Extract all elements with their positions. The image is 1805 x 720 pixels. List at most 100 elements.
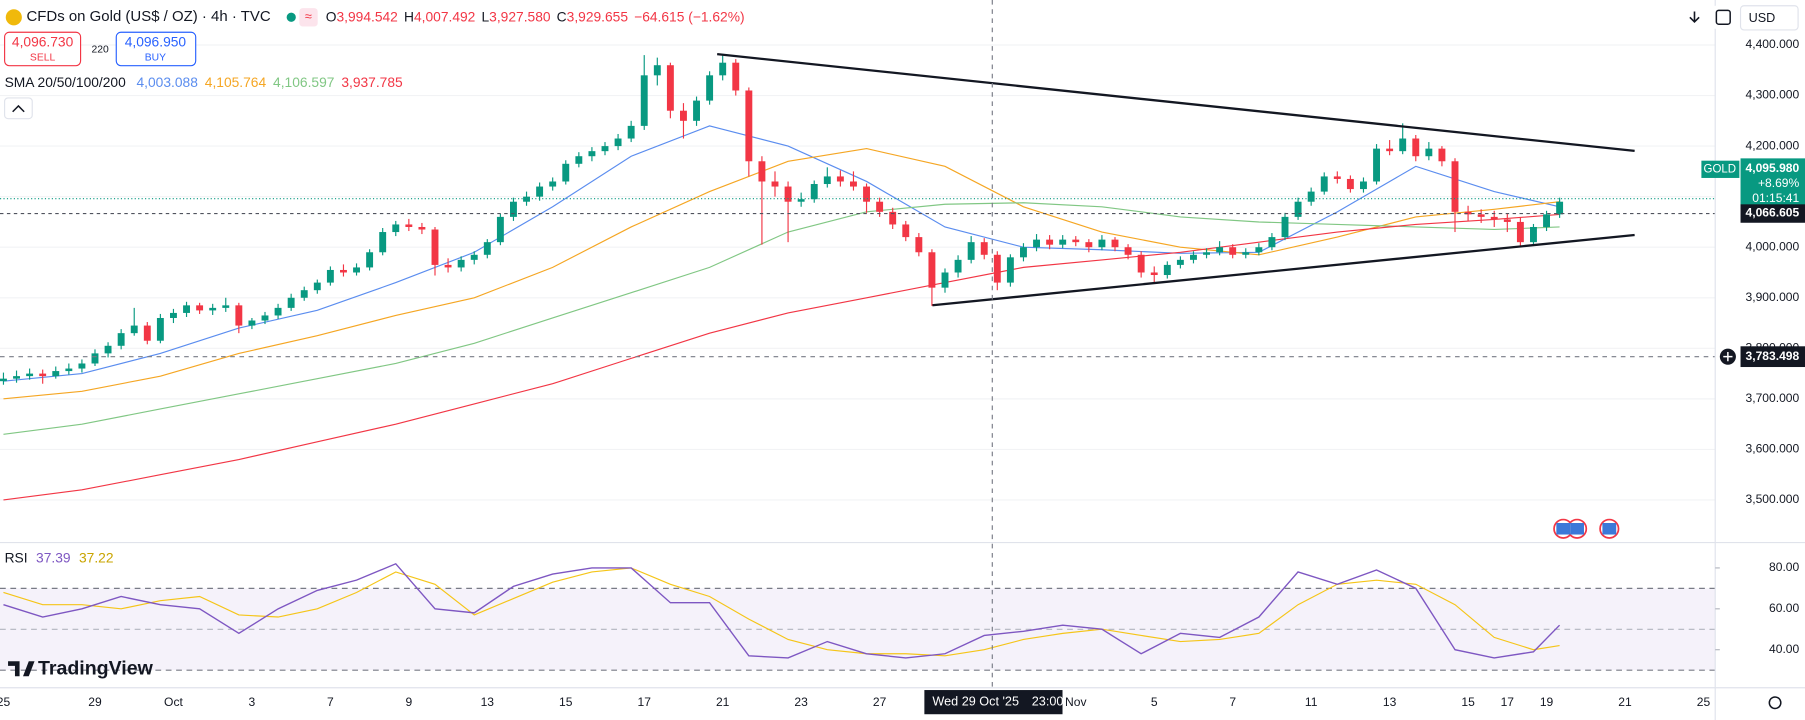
candle-body [745,90,753,162]
candle-body [353,267,360,273]
candle-body [52,371,60,377]
fullscreen-button[interactable] [1711,5,1735,29]
brand-name[interactable]: TradingView [38,657,154,679]
candle-body [614,138,622,147]
candle-body [104,345,112,354]
candle-body [418,226,426,230]
candle-body [313,282,321,291]
candle-body [588,151,596,157]
candle-body [536,186,544,197]
y-tick-label: 3,900.000 [1746,290,1800,304]
candle-body [444,264,452,268]
candle-body [601,146,609,152]
candle-body [1543,214,1550,227]
candle-body [78,363,86,369]
x-tick-label: 11 [1305,695,1318,709]
candle-body [405,224,413,227]
status-dot [286,12,296,22]
candle-body [1085,242,1093,248]
candle-body [1373,148,1380,182]
candle-body [706,75,714,101]
symbol-title[interactable]: CFDs on Gold (US$ / OZ) · 4h · TVC [26,8,270,25]
candle-body [889,211,897,225]
x-tick-label: 13 [481,695,495,709]
candle-body [771,181,779,187]
crosshair-time: 23:00 [1032,695,1064,709]
candle-body [1320,176,1328,192]
candle-body [510,201,517,217]
sell-price: 4,096.730 [12,33,74,49]
flag [1602,523,1617,535]
candle-body [117,333,125,346]
candle-body [784,186,792,202]
symbol-icon[interactable] [5,9,22,26]
rsi-legend[interactable]: RSI 37.39 37.22 [5,549,114,565]
sma-value: 4,003.088 [137,74,199,90]
x-tick-label: 23 [794,695,808,709]
candle-body [183,305,190,313]
x-tick-label: 29 [88,695,102,709]
x-tick-label: 21 [1618,695,1632,709]
candle-body [470,254,478,260]
crosshair-date: Wed 29 Oct '25 23:00 [932,695,1063,709]
rsi-ma-value: 37.22 [79,549,114,565]
candle-body [653,65,661,76]
candle-body [248,320,256,326]
sma-line [3,213,1560,501]
candle-body [326,269,334,283]
candle-body [1006,257,1014,283]
candle-body [65,368,73,372]
trend-line[interactable] [932,233,1635,307]
candle-body [1360,181,1367,190]
candle-body [1477,214,1485,217]
candle-body [693,100,700,121]
sma-legend[interactable]: SMA 20/50/100/200 4,003.088 4,105.764 4,10… [5,74,403,90]
candle-body [300,290,308,298]
candle-body [640,75,648,126]
fullscreen-icon [1715,9,1731,25]
candle-body [1294,201,1302,217]
settings-icon[interactable] [1768,696,1782,710]
candle-body [915,237,923,253]
collapse-button[interactable] [4,97,33,120]
brand-logo [8,661,35,677]
currency: USD [1749,11,1776,25]
y-tick-label: 3,600.000 [1746,442,1800,456]
candle-body [1399,138,1407,152]
sell-button[interactable] [4,31,82,67]
event-markers[interactable] [1553,518,1620,539]
trend-line[interactable] [717,52,1635,153]
candle-body [392,224,400,233]
candle-body [1516,221,1524,243]
candle-body [457,259,465,268]
buy-button[interactable] [115,31,197,67]
ohlc-key: O [326,8,337,24]
crosshair-date-box [924,690,1063,715]
candle-body [1386,148,1394,152]
candle-body [1203,252,1210,255]
candle-body [1425,148,1433,157]
candle-body [1268,237,1276,248]
x-tick-label: 21 [716,695,730,709]
marked-price-box [1740,204,1805,223]
candle-body [1451,161,1459,212]
currency-button[interactable] [1739,5,1799,31]
candle-body [1490,216,1498,220]
candle-body [1530,226,1537,243]
candle-body [483,242,491,255]
candle-body [1150,272,1158,276]
candle-body [732,62,740,91]
plot-layer [0,55,1716,501]
x-tick-label: 17 [1501,695,1515,709]
candle-body [0,378,7,382]
buy-price: 4,096.950 [125,33,187,49]
y-tick-label: 3,500.000 [1746,492,1800,506]
candle-body [1255,247,1263,253]
candle-body [823,176,831,185]
status-badge[interactable] [299,8,318,27]
candle-body [1281,216,1289,238]
candle-body [810,184,818,200]
candle-body [1464,211,1472,215]
x-tick-label: Nov [1065,695,1086,709]
candle-body [719,62,727,76]
